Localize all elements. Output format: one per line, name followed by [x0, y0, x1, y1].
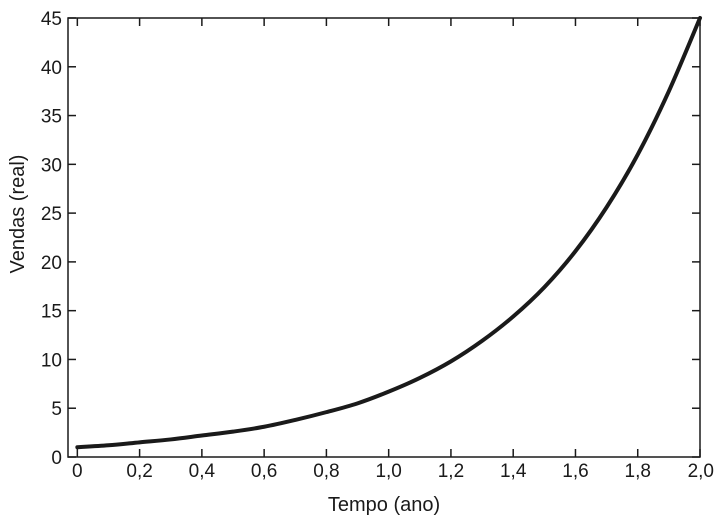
- x-tick-label: 1,4: [500, 461, 527, 482]
- x-tick-label: 0,4: [189, 461, 216, 482]
- x-tick-label: 1,2: [438, 461, 464, 482]
- y-tick-label: 0: [51, 448, 62, 469]
- tick-labels-layer: 0 0,2 0,4 0,6 0,8 1,0 1,2 1,4 1,6 1,8 2,0 0 5 10 15 20 2…: [41, 9, 714, 482]
- y-tick-label: 35: [41, 107, 62, 128]
- x-tick-label: 1,0: [375, 461, 401, 482]
- y-tick-label: 45: [41, 9, 62, 30]
- x-tick-label: 0,2: [126, 461, 152, 482]
- x-tick-label: 0,6: [251, 461, 277, 482]
- plot-area-frame: [67, 17, 701, 458]
- y-axis-title: Vendas (real): [7, 155, 29, 274]
- ticks-layer: [68, 17, 701, 458]
- y-tick-label: 5: [51, 399, 62, 420]
- x-tick-label: 1,6: [562, 461, 588, 482]
- y-tick-label: 20: [41, 253, 62, 274]
- y-tick-label: 25: [41, 204, 62, 225]
- x-tick-label: 2,0: [688, 461, 714, 482]
- x-axis-title: Tempo (ano): [328, 494, 440, 516]
- y-tick-label: 15: [41, 302, 62, 323]
- y-tick-label: 10: [41, 350, 62, 371]
- x-tick-label: 1,8: [625, 461, 651, 482]
- series-line: [75, 16, 702, 450]
- y-tick-label: 30: [41, 155, 62, 176]
- x-tick-label: 0: [72, 461, 83, 482]
- y-tick-label: 40: [41, 58, 62, 79]
- x-tick-label: 0,8: [313, 461, 339, 482]
